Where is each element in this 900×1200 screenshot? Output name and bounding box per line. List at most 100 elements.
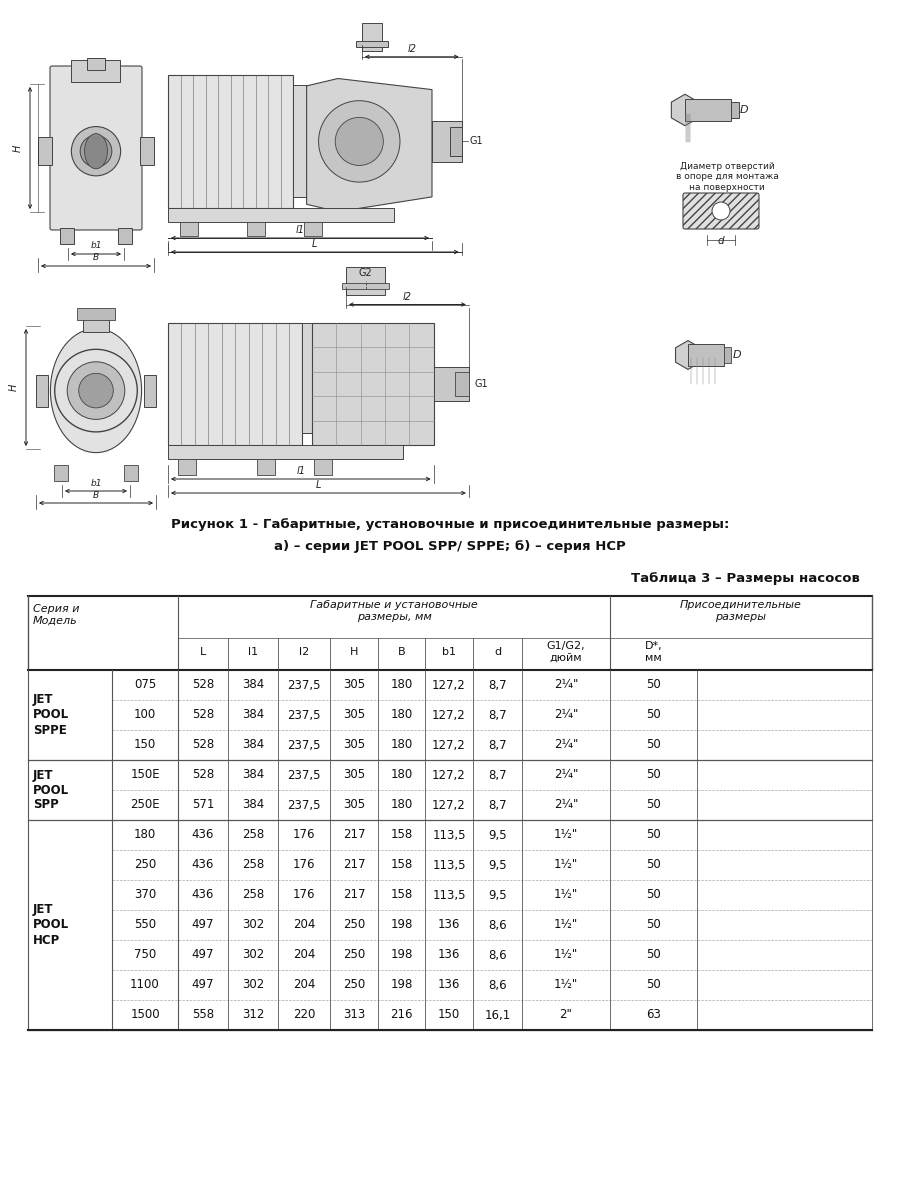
Text: 180: 180 [391, 738, 412, 751]
Text: 075: 075 [134, 678, 156, 691]
Text: 250: 250 [134, 858, 156, 871]
Bar [178, 458, 196, 475]
Text: 384: 384 [242, 798, 264, 811]
Text: 436: 436 [192, 888, 214, 901]
Text: 258: 258 [242, 828, 264, 841]
Text: JET
POOL
HCP: JET POOL HCP [33, 904, 69, 947]
Text: Рисунок 1 - Габаритные, установочные и присоединительные размеры:: Рисунок 1 - Габаритные, установочные и п… [171, 518, 729, 530]
Circle shape [80, 136, 112, 167]
Text: 136: 136 [437, 978, 460, 991]
Text: 50: 50 [646, 858, 661, 871]
Circle shape [68, 362, 125, 419]
Text: 198: 198 [391, 918, 413, 931]
Bar [342, 282, 389, 288]
Bar [362, 23, 382, 50]
Text: 8,7: 8,7 [488, 738, 507, 751]
Text: 158: 158 [391, 888, 412, 901]
Text: Габаритные и установочные
размеры, мм: Габаритные и установочные размеры, мм [310, 600, 478, 622]
Text: 250E: 250E [130, 798, 160, 811]
Text: 305: 305 [343, 708, 365, 721]
Bar [434, 367, 469, 401]
Bar [685, 98, 731, 121]
Text: 50: 50 [646, 798, 661, 811]
Circle shape [71, 126, 121, 176]
Bar [168, 208, 394, 222]
Text: 136: 136 [437, 918, 460, 931]
Text: 302: 302 [242, 948, 264, 961]
Text: 8,7: 8,7 [488, 678, 507, 691]
Text: 204: 204 [292, 978, 315, 991]
Text: 50: 50 [646, 888, 661, 901]
Ellipse shape [85, 133, 107, 169]
Text: 1500: 1500 [130, 1008, 160, 1021]
Bar [83, 310, 110, 332]
Text: 113,5: 113,5 [432, 888, 466, 901]
Bar [168, 74, 293, 208]
Text: Присоединительные
размеры: Присоединительные размеры [680, 600, 802, 622]
Ellipse shape [50, 329, 141, 452]
Text: 2¼": 2¼" [554, 678, 578, 691]
Text: 50: 50 [646, 828, 661, 841]
Bar [454, 372, 469, 396]
Text: 497: 497 [192, 978, 214, 991]
Bar [180, 222, 198, 236]
Text: 127,2: 127,2 [432, 738, 466, 751]
Text: 8,7: 8,7 [488, 768, 507, 781]
Bar [312, 323, 434, 445]
Text: 1½": 1½" [554, 858, 578, 871]
Text: 176: 176 [292, 828, 315, 841]
Text: l1: l1 [248, 647, 258, 658]
Bar [38, 137, 52, 166]
Text: 150E: 150E [130, 768, 160, 781]
Bar [356, 41, 388, 47]
Text: D*,
мм: D*, мм [644, 641, 662, 662]
Text: 180: 180 [134, 828, 156, 841]
Text: 1½": 1½" [554, 828, 578, 841]
Bar [346, 266, 385, 294]
Text: 113,5: 113,5 [432, 858, 466, 871]
Text: 313: 313 [343, 1008, 365, 1021]
Circle shape [78, 373, 113, 408]
Text: 217: 217 [343, 888, 365, 901]
Bar [60, 228, 74, 244]
Text: 127,2: 127,2 [432, 678, 466, 691]
Text: 8,7: 8,7 [488, 708, 507, 721]
Text: 50: 50 [646, 678, 661, 691]
Text: 50: 50 [646, 768, 661, 781]
Text: JET
POOL
SPP: JET POOL SPP [33, 768, 69, 811]
Text: 198: 198 [391, 948, 413, 961]
Text: l2: l2 [299, 647, 309, 658]
Text: 237,5: 237,5 [287, 738, 320, 751]
Text: 158: 158 [391, 828, 412, 841]
Text: 1½": 1½" [554, 918, 578, 931]
Bar [124, 464, 138, 481]
Text: 497: 497 [192, 948, 214, 961]
Bar [302, 323, 312, 433]
Text: B: B [93, 253, 99, 263]
Bar [87, 58, 104, 70]
Text: 8,6: 8,6 [488, 978, 507, 991]
Text: 528: 528 [192, 708, 214, 721]
Text: 1½": 1½" [554, 948, 578, 961]
Text: 2¼": 2¼" [554, 768, 578, 781]
Text: 8,6: 8,6 [488, 918, 507, 931]
Text: 127,2: 127,2 [432, 798, 466, 811]
Text: 550: 550 [134, 918, 156, 931]
Text: 136: 136 [437, 948, 460, 961]
Text: 384: 384 [242, 708, 264, 721]
Text: H: H [9, 384, 19, 391]
Text: 2¼": 2¼" [554, 798, 578, 811]
Text: 258: 258 [242, 888, 264, 901]
Bar [248, 222, 266, 236]
Polygon shape [676, 341, 700, 370]
Bar [450, 127, 462, 156]
Polygon shape [671, 95, 698, 126]
Text: H: H [350, 647, 358, 658]
Text: l1: l1 [296, 466, 305, 476]
Text: 50: 50 [646, 978, 661, 991]
Text: L: L [200, 647, 206, 658]
Text: 1½": 1½" [554, 978, 578, 991]
Text: 250: 250 [343, 948, 365, 961]
Bar [724, 347, 731, 362]
Text: 370: 370 [134, 888, 156, 901]
